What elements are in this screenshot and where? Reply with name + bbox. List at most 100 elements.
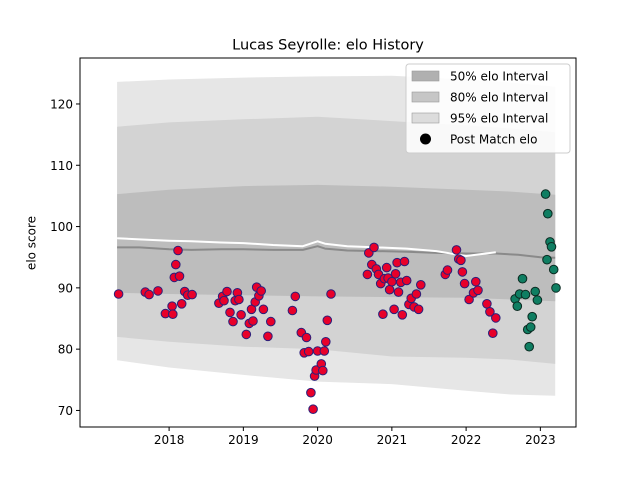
history-elo-point bbox=[326, 289, 336, 299]
history-elo-point bbox=[464, 294, 474, 305]
history-elo-point bbox=[266, 316, 276, 327]
history-elo-point bbox=[482, 299, 492, 309]
history-elo-point bbox=[416, 280, 426, 290]
history-elo-point bbox=[113, 289, 124, 299]
y-tick-label: 80 bbox=[58, 343, 73, 357]
history-elo-point bbox=[258, 304, 269, 315]
median-elo-line bbox=[117, 237, 496, 257]
history-elo-point bbox=[234, 294, 244, 305]
history-elo-point bbox=[387, 276, 397, 287]
history-elo-point bbox=[411, 289, 422, 299]
history-elo-point bbox=[287, 305, 298, 316]
legend-label: Post Match elo bbox=[450, 133, 537, 147]
x-tick-label: 2020 bbox=[302, 433, 333, 447]
history-elo-point bbox=[225, 307, 235, 318]
y-tick-label: 70 bbox=[58, 404, 73, 418]
history-elo-point bbox=[399, 256, 410, 267]
legend-label: 80% elo Interval bbox=[450, 91, 548, 105]
x-tick-label: 2021 bbox=[377, 433, 408, 447]
history-elo-point bbox=[471, 276, 481, 287]
history-elo-point bbox=[219, 295, 229, 306]
history-elo-point bbox=[451, 245, 462, 255]
history-elo-point bbox=[301, 332, 312, 343]
history-elo-point bbox=[236, 310, 246, 320]
y-tick-label: 110 bbox=[50, 159, 73, 173]
history-elo-point bbox=[167, 301, 177, 312]
legend-swatch-band bbox=[411, 91, 440, 103]
recent-elo-point bbox=[512, 301, 523, 312]
y-tick-label: 90 bbox=[58, 281, 73, 295]
history-elo-point bbox=[485, 307, 495, 317]
history-elo-point bbox=[457, 267, 468, 277]
history-elo-point bbox=[381, 262, 392, 273]
history-elo-point bbox=[256, 286, 267, 296]
x-tick-label: 2022 bbox=[451, 433, 482, 447]
recent-elo-point bbox=[527, 311, 538, 322]
history-elo-point bbox=[144, 289, 154, 300]
history-elo-point bbox=[308, 404, 318, 415]
recent-elo-point bbox=[543, 208, 553, 219]
history-elo-point bbox=[322, 315, 333, 326]
history-elo-point bbox=[171, 259, 181, 270]
chart-title: Lucas Seyrolle: elo History bbox=[232, 38, 424, 54]
history-elo-point bbox=[228, 316, 238, 327]
axes: 2018 2019 2020 2021 2022 2023 70 80 90 100 110 120 bbox=[50, 57, 577, 447]
history-elo-point bbox=[241, 329, 252, 340]
history-elo-point bbox=[401, 275, 412, 286]
recent-elo-point bbox=[548, 264, 559, 275]
history-elo-point bbox=[473, 285, 483, 296]
legend-swatch-band bbox=[411, 70, 440, 82]
legend-label: 50% elo Interval bbox=[450, 70, 548, 84]
recent-elo-point bbox=[520, 289, 531, 300]
history-elo-point bbox=[303, 346, 314, 357]
recent-elo-point bbox=[540, 189, 551, 199]
history-elo-point bbox=[378, 309, 388, 320]
mean-elo-line bbox=[117, 245, 556, 259]
history-elo-point bbox=[173, 245, 183, 256]
history-elo-point bbox=[393, 287, 404, 297]
history-elo-point bbox=[321, 337, 331, 347]
recent-elo-point bbox=[542, 254, 552, 265]
history-elo-point bbox=[491, 313, 501, 323]
band-50-interval bbox=[117, 184, 556, 302]
history-elo-point bbox=[176, 299, 187, 309]
plot-frame bbox=[79, 57, 577, 428]
history-elo-point bbox=[318, 365, 328, 376]
history-elo-point bbox=[362, 269, 373, 280]
history-elo-point bbox=[168, 309, 178, 320]
history-elo-point bbox=[389, 304, 399, 315]
history-elo-point bbox=[413, 304, 424, 315]
history-elo-point bbox=[290, 291, 301, 302]
history-elo-point bbox=[306, 387, 316, 398]
history-elo-point bbox=[397, 310, 408, 320]
history-elo-point bbox=[488, 328, 498, 339]
history-elo-point bbox=[222, 286, 232, 297]
y-tick-label: 120 bbox=[50, 97, 73, 111]
history-elo-point bbox=[187, 289, 197, 300]
recent-elo-point bbox=[546, 242, 557, 252]
recent-elo-point bbox=[530, 286, 541, 297]
history-elo-point bbox=[248, 316, 258, 326]
trend-lines bbox=[117, 237, 556, 259]
history-elo-point bbox=[153, 286, 163, 296]
legend-swatch-band bbox=[411, 112, 440, 124]
legend-marker-point bbox=[420, 133, 431, 145]
legend: 50% elo Interval 80% elo Interval 95% elo … bbox=[405, 63, 571, 154]
post-match-elo-points bbox=[113, 189, 561, 415]
history-elo-point bbox=[390, 269, 401, 279]
history-elo-point bbox=[319, 346, 330, 356]
legend-label: 95% elo Interval bbox=[450, 112, 548, 126]
recent-elo-point bbox=[525, 322, 536, 332]
recent-elo-point bbox=[532, 295, 543, 305]
y-tick-label: 100 bbox=[50, 220, 73, 234]
y-axis-label: elo score bbox=[25, 216, 39, 270]
recent-elo-point bbox=[551, 283, 561, 293]
legend-box bbox=[405, 63, 571, 154]
recent-elo-point bbox=[524, 341, 535, 352]
x-tick-label: 2018 bbox=[154, 433, 185, 447]
x-tick-label: 2019 bbox=[228, 433, 259, 447]
history-elo-point bbox=[369, 242, 379, 253]
history-elo-point bbox=[174, 271, 185, 282]
